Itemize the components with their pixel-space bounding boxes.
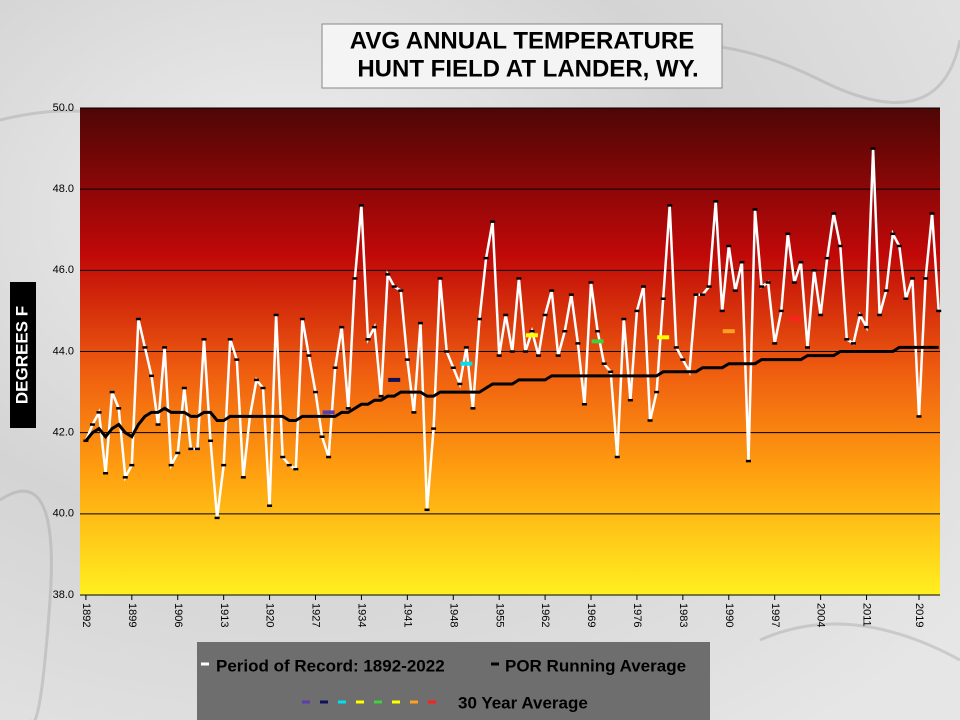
x-tick-label: 1899	[126, 603, 138, 627]
x-tick-label: 1906	[172, 603, 184, 627]
x-tick-label: 1969	[585, 603, 597, 627]
y-label-box	[10, 282, 36, 428]
x-tick-label: 1962	[539, 603, 551, 627]
running-average-line	[84, 345, 939, 442]
x-tick-label: 1913	[218, 603, 230, 627]
x-tick-label: 1955	[493, 603, 505, 627]
y-tick-label: 48.0	[53, 183, 74, 195]
y-axis-label: DEGREES F	[12, 306, 31, 404]
y-tick-label: 40.0	[53, 508, 74, 520]
x-tick-label: 1927	[310, 603, 322, 627]
x-tick-label: 2019	[913, 603, 925, 627]
title-box	[321, 23, 723, 89]
legend-label: Period of Record: 1892-2022	[216, 656, 445, 675]
chart-title: AVG ANNUAL TEMPERATURE	[350, 27, 694, 54]
x-tick-label: 1976	[631, 603, 643, 627]
y-tick-label: 50.0	[53, 102, 74, 114]
x-tick-label: 2011	[861, 603, 873, 627]
x-tick-label: 1990	[723, 603, 735, 627]
legend-box	[197, 642, 710, 720]
x-tick-label: 1997	[769, 603, 781, 627]
x-tick-label: 1892	[80, 603, 92, 627]
x-tick-label: 1934	[356, 603, 368, 627]
x-tick-label: 1983	[677, 603, 689, 627]
x-tick-label: 1948	[447, 603, 459, 627]
y-tick-label: 42.0	[53, 427, 74, 439]
y-tick-label: 38.0	[53, 589, 74, 601]
legend-label: POR Running Average	[505, 656, 686, 675]
x-tick-label: 1920	[264, 603, 276, 627]
y-tick-label: 46.0	[53, 264, 74, 276]
y-tick-label: 44.0	[53, 345, 74, 357]
legend-label: 30 Year Average	[458, 693, 588, 712]
x-tick-label: 1941	[401, 603, 413, 627]
x-tick-label: 2004	[815, 603, 827, 627]
chart-subtitle: HUNT FIELD AT LANDER, WY.	[357, 55, 698, 82]
